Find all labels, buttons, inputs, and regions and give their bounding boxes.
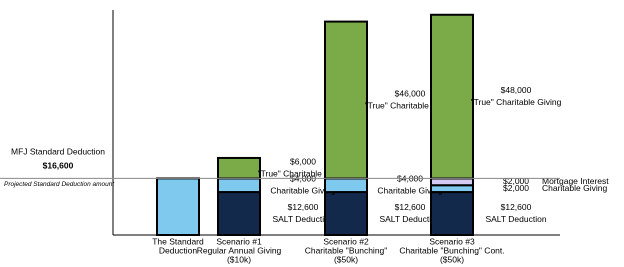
series-name: SALT Deduction bbox=[485, 214, 546, 224]
x-tick-label: Charitable "Bunching" bbox=[305, 245, 388, 255]
series-name: MFJ Standard Deduction bbox=[11, 147, 105, 157]
value-label: $12,600 bbox=[501, 202, 532, 212]
bar-segment bbox=[430, 13, 474, 180]
value-label: $46,000 bbox=[395, 88, 426, 98]
x-tick-label: Regular Annual Giving bbox=[197, 245, 282, 255]
x-tick-label: The Standard bbox=[152, 236, 204, 246]
x-tick-label: Scenario #2 bbox=[323, 236, 369, 246]
bar-segment bbox=[324, 191, 368, 236]
value-label: $12,600 bbox=[288, 202, 319, 212]
x-tick-label: Scenario #1 bbox=[216, 236, 262, 246]
x-tick-label: ($10k) bbox=[227, 254, 251, 264]
bar-segment bbox=[217, 156, 261, 180]
series-name: SALT Deduction bbox=[379, 214, 440, 224]
x-tick-label: Scenario #3 bbox=[429, 236, 475, 246]
bar-segment bbox=[324, 20, 368, 180]
series-name: SALT Deduction bbox=[272, 214, 333, 224]
series-name: "True" Charitable Giving bbox=[471, 97, 562, 107]
reference-label: Projected Standard Deduction amount bbox=[4, 181, 115, 188]
bar-segment bbox=[430, 184, 474, 194]
x-tick-label: ($50k) bbox=[440, 254, 464, 264]
x-tick-label: ($50k) bbox=[334, 254, 358, 264]
series-name: Mortgage Interest bbox=[542, 176, 609, 186]
bar-segment bbox=[217, 191, 261, 236]
bar-segment bbox=[430, 177, 474, 187]
series-name: Charitable Giving bbox=[542, 183, 607, 193]
value-label: $48,000 bbox=[501, 85, 532, 95]
x-tick-label: Deduction bbox=[159, 245, 198, 255]
series-name: "True" Charitable Giving bbox=[258, 168, 349, 178]
bar-segment bbox=[156, 177, 200, 236]
value-label: $12,600 bbox=[395, 202, 426, 212]
value-label: $2,000 bbox=[503, 183, 529, 193]
series-name: "True" Charitable Giving bbox=[365, 100, 456, 110]
bar-segment bbox=[324, 177, 368, 194]
series-name: Charitable Giving bbox=[270, 185, 335, 195]
x-tick-label: Charitable "Bunching" Cont. bbox=[399, 245, 504, 255]
value-label: $6,000 bbox=[290, 156, 316, 166]
value-label: $2,000 bbox=[503, 176, 529, 186]
bar-segment bbox=[217, 177, 261, 194]
bar-segment bbox=[430, 191, 474, 236]
series-name: Charitable Giving bbox=[377, 185, 442, 195]
value-label: $16,600 bbox=[43, 161, 74, 171]
